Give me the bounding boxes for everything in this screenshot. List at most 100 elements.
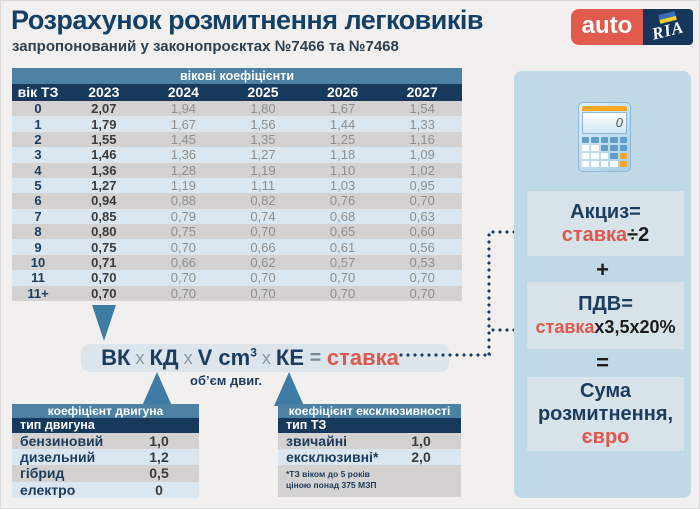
coef-cell: 0,75: [91, 239, 117, 255]
coef-cell: 1,79: [91, 116, 117, 132]
calculator-keypad: [582, 137, 627, 167]
table-row: 0 2,07 1,94 1,80 1,67 1,54: [12, 101, 462, 117]
age-cell: 2: [34, 131, 42, 147]
type-cell: дизельний: [20, 449, 96, 466]
formula-volume: V cm3: [197, 345, 257, 370]
coef-cell: 0,94: [91, 193, 117, 209]
value-cell: 0,5: [149, 465, 169, 482]
coef-cell: 0,70: [250, 285, 276, 301]
coef-cell: 2,07: [91, 101, 117, 117]
coef-cell: 1,10: [329, 162, 356, 178]
equals-operator: =: [596, 350, 609, 375]
coef-cell: 0,74: [250, 208, 276, 224]
page-subtitle: запропонований у законопроєктах №7466 та…: [12, 38, 399, 55]
coef-cell: 1,33: [409, 116, 435, 132]
akcyz-box: Акциз= ставка÷2: [527, 191, 684, 256]
coef-cell: 1,18: [329, 147, 356, 163]
pdv-label: ПДВ=: [578, 292, 633, 315]
table-row: звичайні 1,0: [278, 433, 461, 450]
coef-cell: 0,79: [170, 208, 197, 224]
dotted-connector: [399, 353, 491, 357]
coef-cell: 0,95: [409, 178, 435, 194]
coef-cell: 1,19: [170, 178, 197, 194]
age-table-header: вік ТЗ 2023 2024 2025 2026 2027: [12, 84, 462, 101]
table-row: 7 0,85 0,79 0,74 0,68 0,63: [12, 208, 462, 224]
coef-cell: 0,56: [409, 239, 435, 255]
table-row: дизельний 1,2: [12, 449, 199, 466]
coef-cell: 0,70: [91, 285, 117, 301]
table-row: 2 1,55 1,45 1,35 1,25 1,16: [12, 131, 462, 148]
coef-cell: 1,44: [329, 116, 356, 132]
table-row: 11+ 0,70 0,70 0,70 0,70 0,70: [12, 285, 462, 301]
table-row: 4 1,36 1,28 1,19 1,10 1,02: [12, 162, 462, 178]
akcyz-formula: ставка÷2: [561, 223, 650, 246]
coef-cell: 0,53: [409, 254, 435, 270]
engine-volume-label: об’єм двиг.: [190, 373, 262, 388]
coef-cell: 1,02: [409, 162, 435, 178]
coef-cell: 0,70: [170, 239, 197, 255]
engine-table-header: тип двигуна: [12, 418, 199, 433]
coef-cell: 1,03: [329, 178, 356, 194]
table-row: 3 1,46 1,36 1,27 1,18 1,09: [12, 147, 462, 163]
total-box: Сума розмитнення, євро: [527, 377, 684, 451]
ria-logo-box: RIA: [643, 9, 693, 45]
coef-cell: 1,67: [170, 116, 197, 132]
coef-cell: 0,85: [91, 208, 117, 224]
coef-cell: 0,80: [91, 224, 117, 240]
age-cell: 10: [30, 254, 46, 270]
age-cell: 9: [34, 239, 42, 255]
coef-cell: 0,57: [329, 254, 356, 270]
formula-kd: КД: [149, 345, 179, 370]
table-row: 10 0,71 0,66 0,62 0,57 0,53: [12, 254, 462, 271]
total-line2: розмитнення,: [537, 402, 674, 425]
coef-cell: 0,88: [170, 193, 197, 209]
total-line1: Сума: [580, 379, 631, 402]
coef-cell: 0,68: [329, 208, 356, 224]
ria-logo-text: RIA: [649, 17, 686, 44]
value-cell: 0: [155, 481, 163, 498]
coef-cell: 1,67: [329, 101, 356, 117]
table-row: 5 1,27 1,19 1,11 1,03 0,95: [12, 177, 462, 194]
age-cell: 11: [31, 270, 45, 286]
column-header: 2023: [88, 84, 120, 100]
type-cell: звичайні: [286, 433, 348, 450]
coef-cell: 0,66: [250, 239, 276, 255]
type-cell: бензиновий: [20, 433, 104, 450]
multiply-sign: х: [130, 347, 150, 368]
formula-stavka: ставка: [326, 345, 399, 370]
age-cell: 0: [34, 101, 42, 117]
coef-cell: 0,76: [329, 193, 356, 209]
coef-cell: 0,66: [170, 254, 197, 270]
coef-cell: 0,70: [170, 270, 197, 286]
table-row: 11 0,70 0,70 0,70 0,70 0,70: [12, 270, 462, 286]
coef-cell: 0,70: [91, 270, 117, 286]
coef-cell: 1,25: [329, 131, 356, 147]
coef-cell: 1,28: [170, 162, 197, 178]
coef-cell: 1,55: [91, 131, 117, 147]
coef-cell: 1,46: [91, 147, 117, 163]
coef-cell: 1,94: [170, 101, 197, 117]
coef-cell: 1,56: [250, 116, 276, 132]
coef-cell: 1,36: [170, 147, 197, 163]
engine-table-caption: коефіцієнт двигуна: [12, 404, 199, 418]
autoria-logo: auto RIA: [571, 9, 693, 45]
age-table-body: 0 2,07 1,94 1,80 1,67 1,54 1 1,79 1,67 1,56 1,44 1,…: [12, 101, 462, 301]
coef-cell: 0,61: [329, 239, 356, 255]
coef-cell: 1,80: [250, 101, 276, 117]
page-title: Розрахунок розмитнення легковиків: [11, 5, 483, 35]
coef-cell: 0,70: [170, 285, 197, 301]
table-row: ексклюзивні* 2,0: [278, 449, 461, 466]
age-cell: 6: [34, 193, 42, 209]
coef-cell: 0,70: [409, 270, 435, 286]
table-row: гібрид 0,5: [12, 465, 199, 482]
arrow-down-to-formula: [92, 305, 116, 341]
coef-cell: 1,54: [409, 101, 435, 117]
engine-coefficient-table: коефіцієнт двигуна тип двигуна бензинови…: [12, 404, 199, 498]
value-cell: 2,0: [411, 449, 431, 466]
coef-cell: 1,19: [250, 162, 276, 178]
formula-vk: ВК: [101, 345, 131, 370]
table-row: 8 0,80 0,75 0,70 0,65 0,60: [12, 224, 462, 240]
calculator-top-bar: [582, 106, 627, 111]
age-cell: 1: [34, 116, 42, 132]
